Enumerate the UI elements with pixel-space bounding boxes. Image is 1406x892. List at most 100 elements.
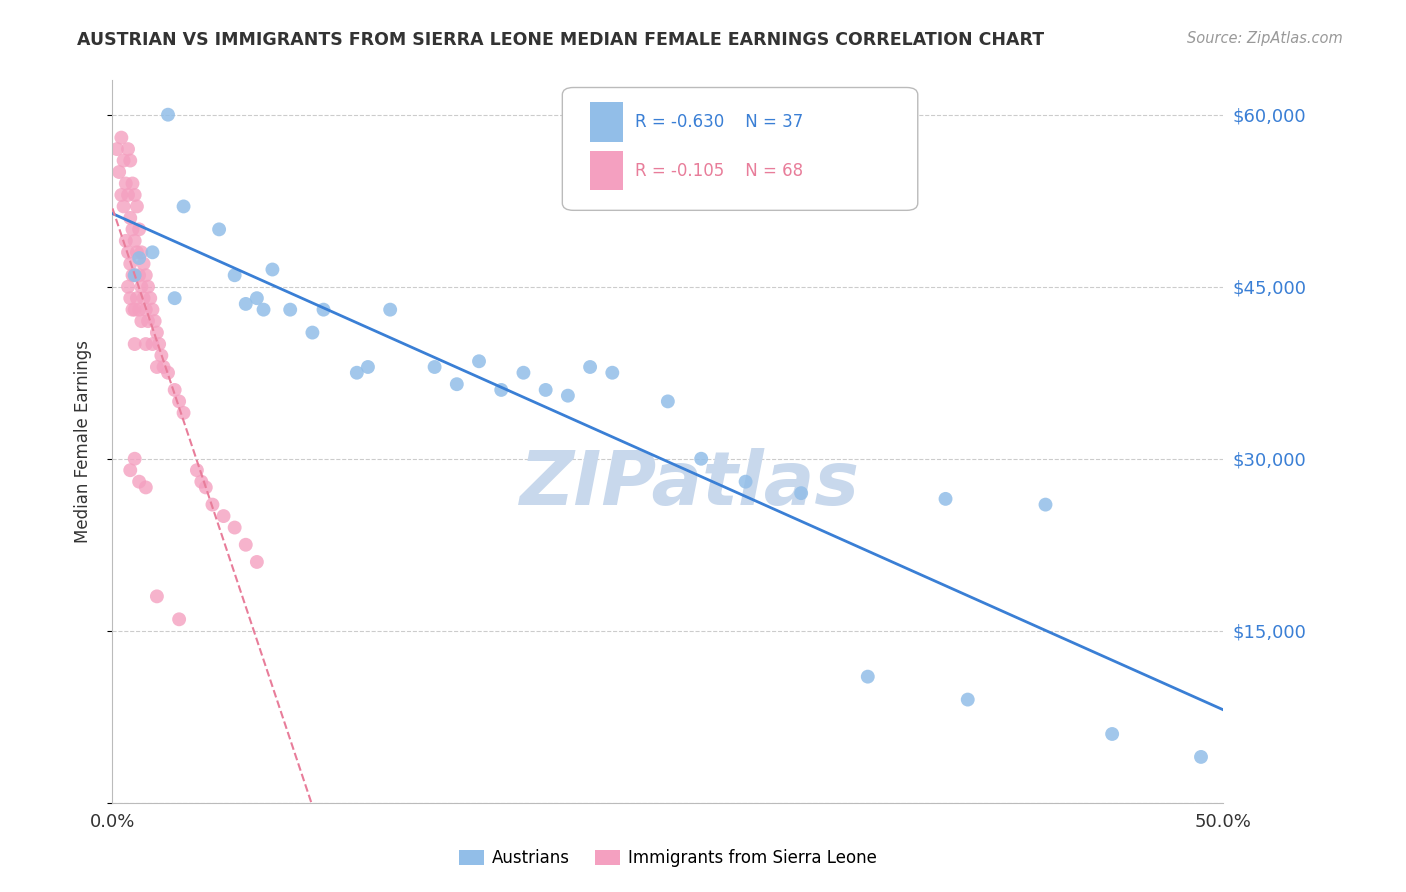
Point bbox=[121, 177, 143, 191]
Point bbox=[148, 337, 170, 351]
Text: R = -0.105    N = 68: R = -0.105 N = 68 bbox=[634, 161, 803, 179]
Point bbox=[121, 268, 143, 283]
Point bbox=[120, 211, 142, 225]
Point bbox=[173, 406, 195, 420]
Point bbox=[690, 451, 713, 466]
Point bbox=[120, 257, 142, 271]
Point bbox=[121, 302, 143, 317]
Point bbox=[117, 279, 139, 293]
Point bbox=[163, 291, 186, 305]
Point bbox=[125, 245, 148, 260]
Point bbox=[201, 498, 224, 512]
Point bbox=[124, 302, 146, 317]
Point bbox=[125, 291, 148, 305]
Point bbox=[112, 153, 135, 168]
Point bbox=[246, 555, 269, 569]
Point bbox=[110, 188, 132, 202]
Point bbox=[152, 359, 174, 374]
Text: ZIPatlas: ZIPatlas bbox=[520, 449, 860, 522]
Point bbox=[135, 480, 157, 494]
Point bbox=[135, 337, 157, 351]
Point bbox=[856, 670, 879, 684]
Text: Source: ZipAtlas.com: Source: ZipAtlas.com bbox=[1187, 31, 1343, 46]
Point bbox=[143, 314, 166, 328]
Point bbox=[135, 302, 157, 317]
FancyBboxPatch shape bbox=[591, 151, 623, 191]
Point bbox=[124, 188, 146, 202]
Point bbox=[141, 245, 163, 260]
Point bbox=[132, 257, 155, 271]
Point bbox=[157, 366, 180, 380]
Point bbox=[117, 188, 139, 202]
Point bbox=[125, 199, 148, 213]
Point bbox=[163, 383, 186, 397]
Point bbox=[112, 199, 135, 213]
Point bbox=[124, 451, 146, 466]
Point bbox=[146, 590, 169, 604]
Point bbox=[1189, 750, 1212, 764]
Point bbox=[128, 222, 150, 236]
Text: R = -0.630    N = 37: R = -0.630 N = 37 bbox=[634, 113, 803, 131]
Point bbox=[136, 314, 159, 328]
Point bbox=[380, 302, 402, 317]
Point bbox=[146, 359, 169, 374]
Point bbox=[208, 222, 231, 236]
FancyBboxPatch shape bbox=[562, 87, 918, 211]
Point bbox=[235, 297, 257, 311]
Y-axis label: Median Female Earnings: Median Female Earnings bbox=[73, 340, 91, 543]
Point bbox=[150, 349, 173, 363]
Point bbox=[186, 463, 208, 477]
Point bbox=[262, 262, 284, 277]
Point bbox=[734, 475, 756, 489]
Point bbox=[120, 463, 142, 477]
Point bbox=[790, 486, 813, 500]
Point bbox=[346, 366, 368, 380]
Point bbox=[224, 520, 246, 534]
Text: AUSTRIAN VS IMMIGRANTS FROM SIERRA LEONE MEDIAN FEMALE EARNINGS CORRELATION CHAR: AUSTRIAN VS IMMIGRANTS FROM SIERRA LEONE… bbox=[77, 31, 1045, 49]
Point bbox=[935, 491, 957, 506]
Point bbox=[110, 130, 132, 145]
Point bbox=[657, 394, 679, 409]
Point bbox=[252, 302, 274, 317]
Point bbox=[1101, 727, 1123, 741]
Point bbox=[108, 165, 131, 179]
Point bbox=[124, 268, 146, 283]
Point bbox=[136, 279, 159, 293]
Point bbox=[534, 383, 557, 397]
Point bbox=[579, 359, 602, 374]
Point bbox=[120, 153, 142, 168]
Point bbox=[512, 366, 534, 380]
Point bbox=[956, 692, 979, 706]
Point bbox=[167, 612, 190, 626]
Point bbox=[1035, 498, 1057, 512]
Point bbox=[139, 291, 162, 305]
Point bbox=[190, 475, 212, 489]
FancyBboxPatch shape bbox=[591, 103, 623, 142]
Point bbox=[105, 142, 128, 156]
Point bbox=[114, 177, 136, 191]
Point bbox=[212, 509, 235, 524]
Legend: Austrians, Immigrants from Sierra Leone: Austrians, Immigrants from Sierra Leone bbox=[451, 843, 884, 874]
Point bbox=[131, 314, 153, 328]
Point bbox=[120, 291, 142, 305]
Point bbox=[128, 251, 150, 265]
Point bbox=[135, 268, 157, 283]
Point bbox=[132, 291, 155, 305]
Point bbox=[278, 302, 301, 317]
Point bbox=[602, 366, 624, 380]
Point bbox=[423, 359, 446, 374]
Point bbox=[146, 326, 169, 340]
Point bbox=[357, 359, 380, 374]
Point bbox=[131, 245, 153, 260]
Point bbox=[141, 337, 163, 351]
Point bbox=[157, 108, 180, 122]
Point bbox=[141, 302, 163, 317]
Point bbox=[489, 383, 512, 397]
Point bbox=[128, 302, 150, 317]
Point bbox=[114, 234, 136, 248]
Point bbox=[124, 337, 146, 351]
Point bbox=[131, 279, 153, 293]
Point bbox=[446, 377, 468, 392]
Point bbox=[128, 475, 150, 489]
Point bbox=[235, 538, 257, 552]
